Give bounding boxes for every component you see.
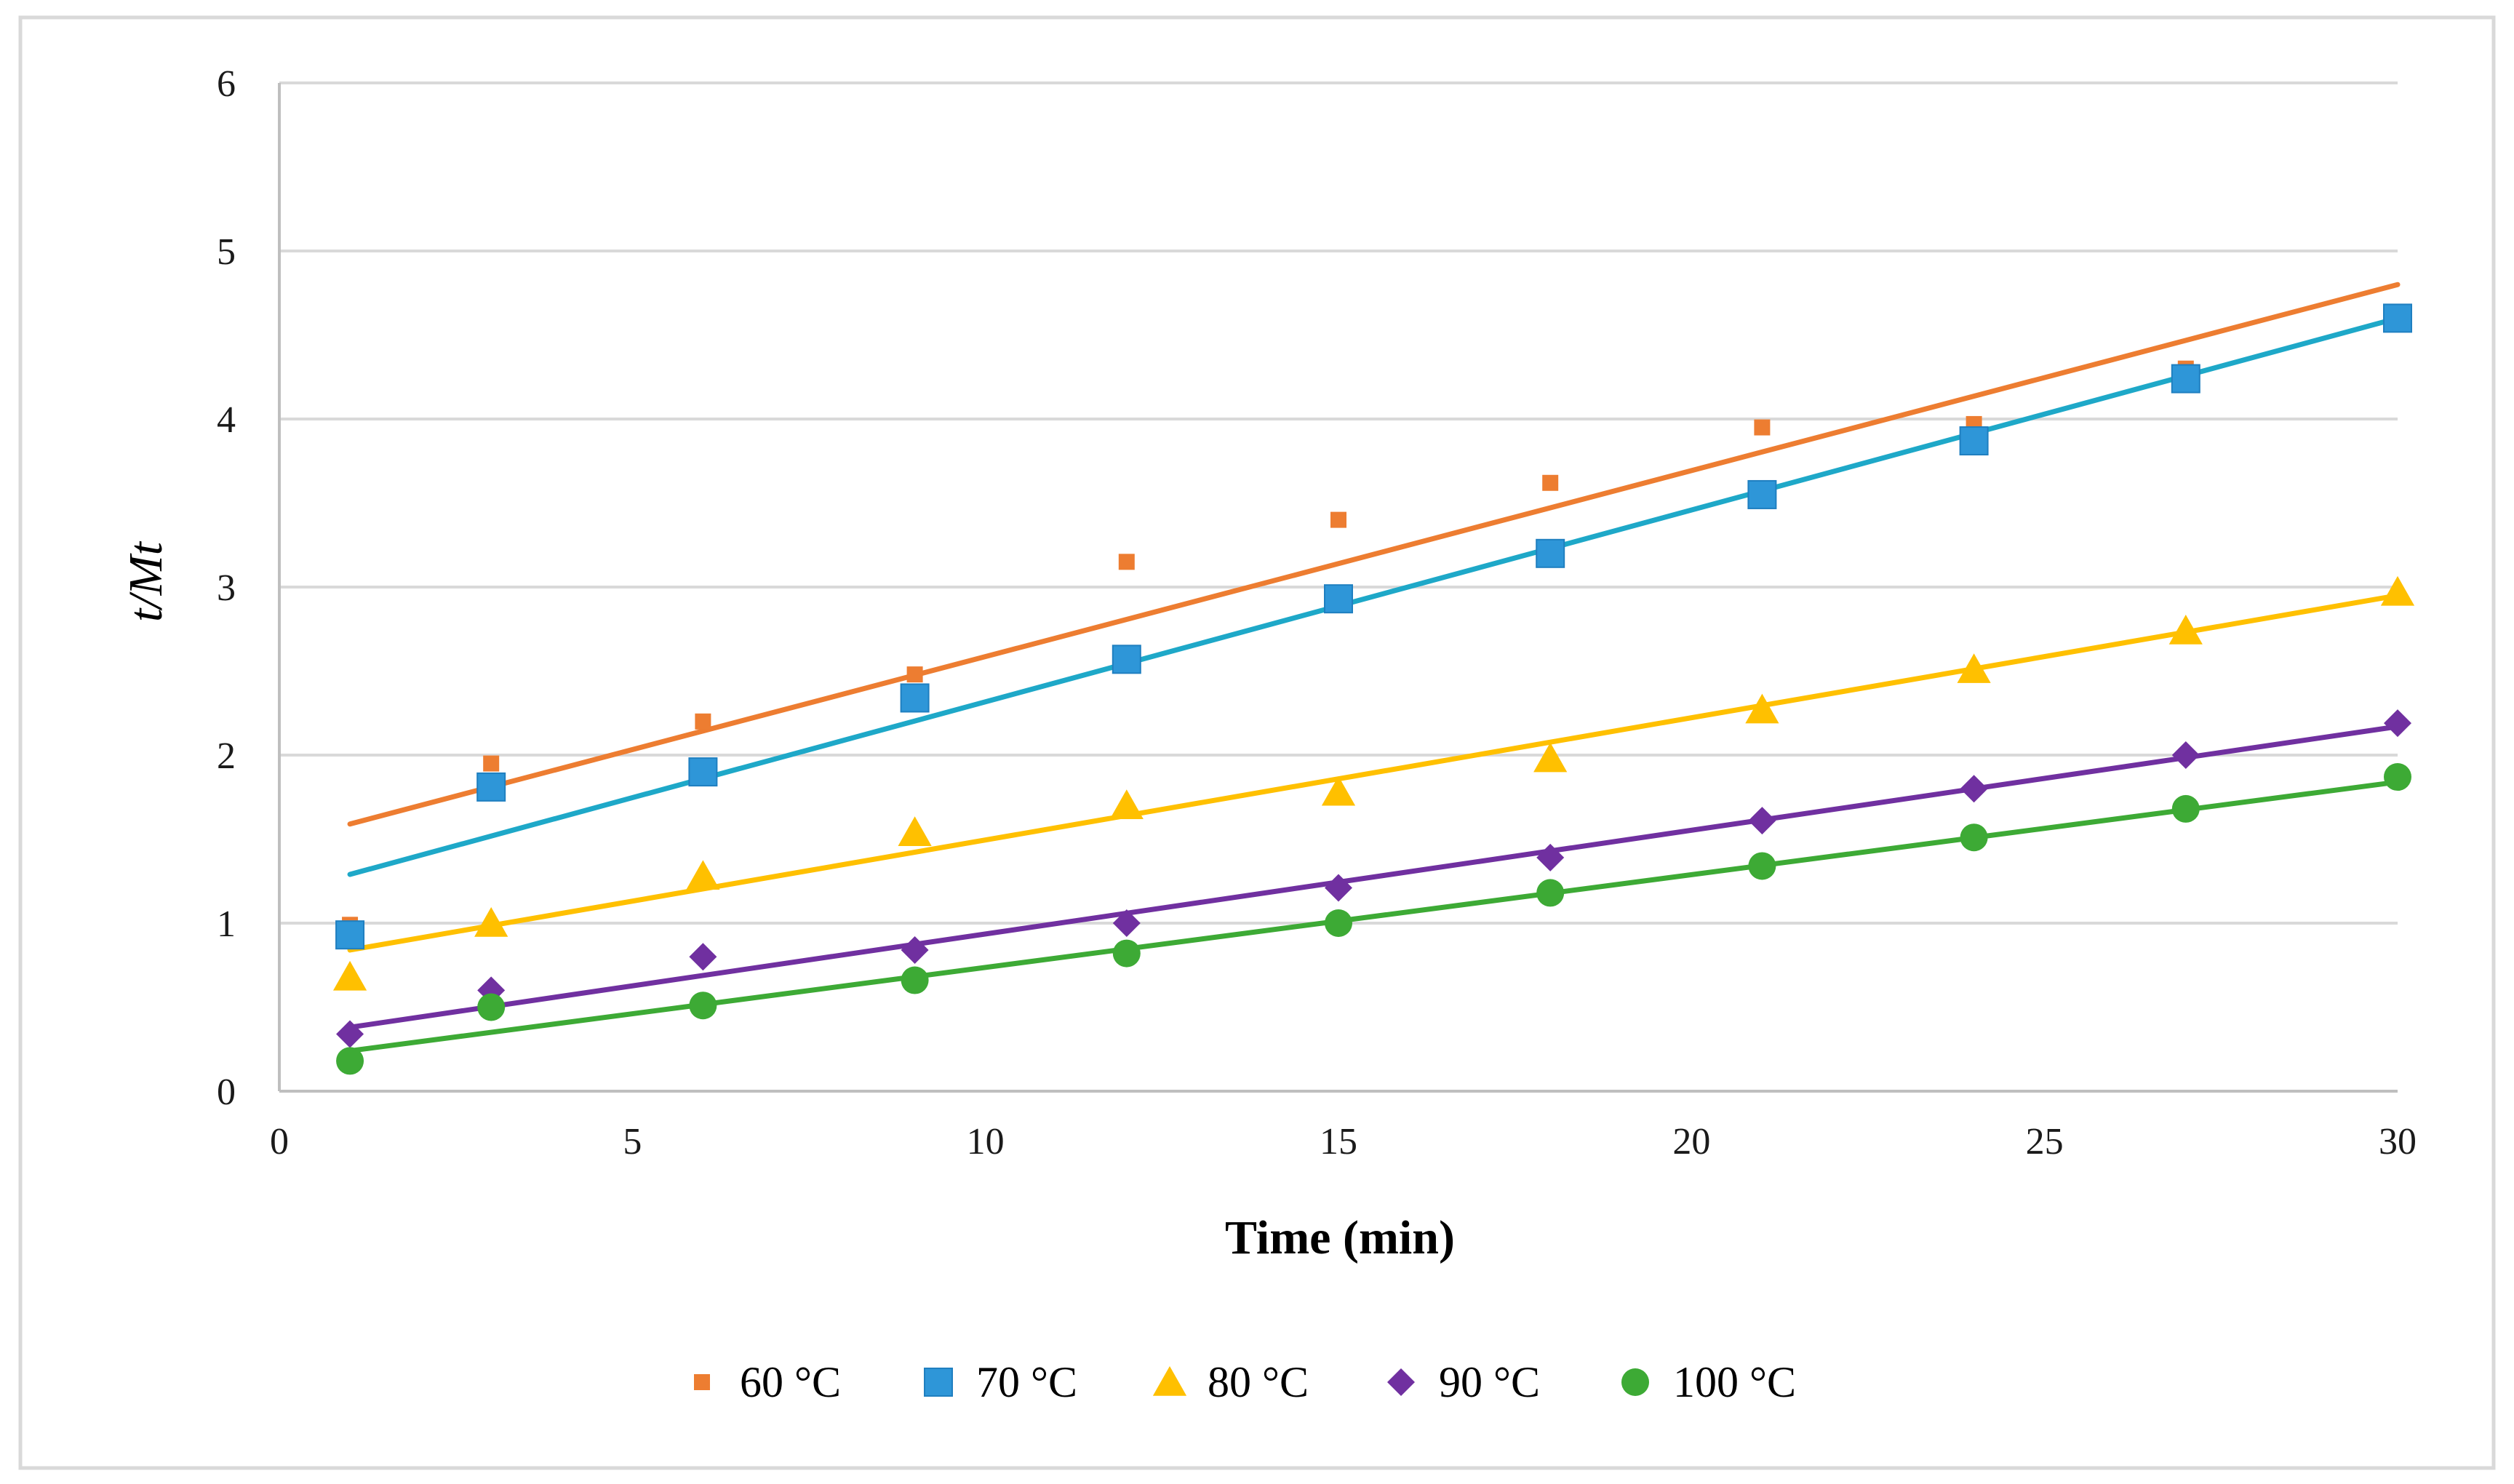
- data-point-70c: [335, 920, 365, 950]
- data-point-80c: [1533, 742, 1568, 773]
- data-points: [332, 303, 2415, 1075]
- axes: [278, 83, 2398, 1093]
- data-point-80c: [1745, 693, 1779, 724]
- legend-marker-90c: [1387, 1368, 1415, 1396]
- data-point-80c: [332, 960, 367, 991]
- x-tick-label: 25: [2026, 1121, 2064, 1162]
- data-point-90c: [901, 936, 929, 964]
- data-point-100c: [1748, 852, 1776, 880]
- y-tick-label: 3: [217, 567, 236, 609]
- data-point-60c: [1118, 554, 1135, 570]
- y-tick-label: 1: [217, 903, 236, 945]
- data-point-80c: [1957, 653, 1991, 683]
- data-point-100c: [477, 993, 506, 1021]
- data-point-100c: [689, 992, 717, 1020]
- data-point-60c: [906, 666, 923, 683]
- data-point-100c: [2384, 763, 2411, 791]
- data-point-70c: [1324, 584, 1353, 614]
- legend: 60 °C 70 °C 80 °C 90 °C 100 °C: [694, 1358, 1796, 1406]
- data-point-100c: [901, 966, 929, 994]
- data-point-90c: [1960, 775, 1988, 803]
- legend-label-90c: 90 °C: [1439, 1358, 1540, 1406]
- chart-frame: [18, 15, 2496, 1470]
- legend-marker-60c: [694, 1374, 710, 1390]
- data-point-90c: [689, 943, 717, 971]
- data-point-70c: [1112, 645, 1141, 674]
- y-tick-label: 0: [217, 1072, 236, 1113]
- trendline-90c: [347, 724, 2401, 1030]
- data-point-70c: [2171, 364, 2200, 394]
- gridlines: [279, 81, 2398, 925]
- data-point-100c: [1960, 823, 1988, 852]
- legend-marker-100c: [1621, 1368, 1649, 1396]
- tick-labels: 0 1 2 3 4 5 6 0 5 10 15 20 25 30: [217, 63, 2417, 1162]
- data-point-60c: [483, 755, 500, 772]
- x-tick-label: 0: [270, 1121, 289, 1162]
- data-point-80c: [898, 816, 932, 846]
- data-point-70c: [476, 772, 506, 802]
- data-point-70c: [900, 683, 930, 713]
- x-tick-label: 20: [1672, 1121, 1710, 1162]
- data-point-90c: [336, 1020, 364, 1048]
- legend-marker-80c: [1152, 1366, 1187, 1396]
- data-point-100c: [1536, 879, 1565, 907]
- data-point-90c: [2384, 709, 2411, 738]
- legend-label-70c: 70 °C: [976, 1358, 1077, 1406]
- data-point-80c: [686, 860, 720, 890]
- trendline-60c: [347, 282, 2401, 827]
- trendline-80c: [347, 593, 2401, 953]
- data-point-70c: [1536, 538, 1565, 568]
- data-point-100c: [2171, 794, 2200, 823]
- legend-marker-70c: [924, 1368, 953, 1397]
- data-point-70c: [1959, 426, 1989, 456]
- x-tick-label: 30: [2379, 1121, 2417, 1162]
- y-tick-label: 5: [217, 231, 236, 273]
- y-tick-label: 2: [217, 735, 236, 777]
- legend-label-100c: 100 °C: [1673, 1358, 1796, 1406]
- x-tick-label: 5: [623, 1121, 642, 1162]
- x-tick-label: 15: [1320, 1121, 1357, 1162]
- data-point-60c: [1754, 419, 1771, 436]
- data-point-80c: [1321, 775, 1356, 806]
- data-point-60c: [1330, 511, 1346, 528]
- data-point-100c: [1325, 909, 1352, 937]
- data-point-90c: [2171, 741, 2200, 769]
- data-point-80c: [1109, 789, 1144, 819]
- data-point-80c: [2380, 575, 2415, 606]
- data-point-90c: [1536, 843, 1565, 871]
- data-point-80c: [2168, 615, 2203, 645]
- data-point-60c: [1542, 474, 1559, 491]
- x-tick-label: 10: [967, 1121, 1005, 1162]
- data-point-90c: [1325, 874, 1352, 902]
- data-point-90c: [1748, 807, 1776, 835]
- data-point-100c: [336, 1047, 364, 1075]
- legend-label-80c: 80 °C: [1208, 1358, 1309, 1406]
- data-point-80c: [474, 907, 508, 937]
- data-point-70c: [1747, 479, 1777, 509]
- data-point-90c: [1112, 909, 1141, 937]
- data-point-60c: [695, 713, 711, 730]
- y-axis-title: t/Mt: [119, 540, 172, 622]
- x-axis-title: Time (min): [1225, 1211, 1455, 1264]
- data-point-70c: [688, 757, 718, 787]
- legend-label-60c: 60 °C: [740, 1358, 841, 1406]
- y-tick-label: 4: [217, 399, 236, 441]
- y-tick-label: 6: [217, 63, 236, 105]
- data-point-70c: [2383, 303, 2412, 333]
- data-point-100c: [1112, 939, 1141, 968]
